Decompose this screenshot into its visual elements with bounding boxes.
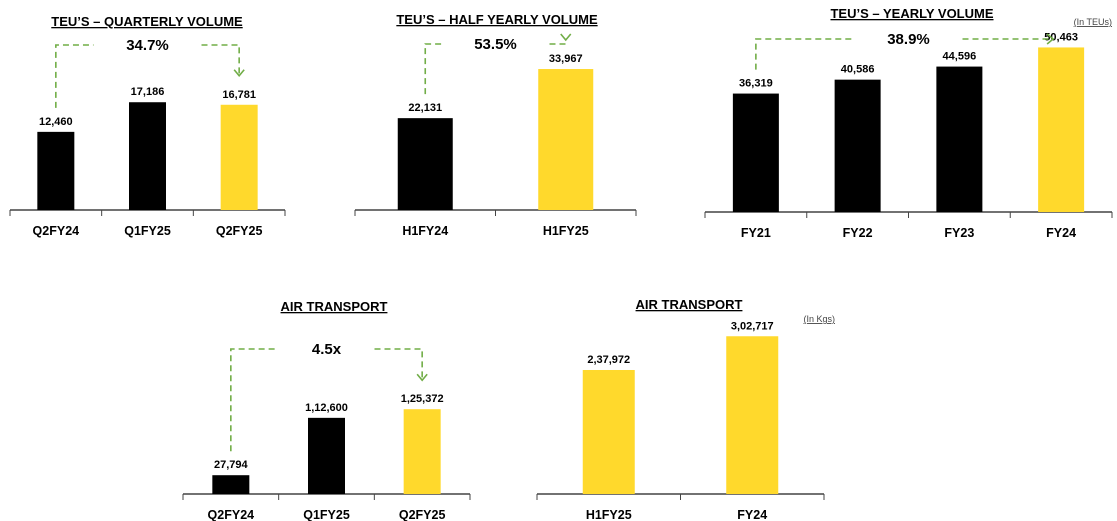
data-label: 44,596 (943, 51, 977, 63)
category-label: FY24 (1046, 226, 1076, 240)
data-label: 12,460 (39, 116, 73, 128)
category-label: H1FY25 (543, 224, 589, 238)
growth-arrow-left (424, 43, 442, 95)
arrowhead (233, 69, 245, 78)
chart-air-transport-annual: AIR TRANSPORT (In Kgs) 2,37,972 H1FY25 3,0… (536, 297, 835, 521)
bar-fy24 (1038, 47, 1085, 212)
data-label: 3,02,717 (731, 320, 774, 332)
bar-q2fy24 (37, 131, 75, 210)
growth-label: 38.9% (887, 31, 930, 48)
unit-note: (In Kgs) (803, 314, 835, 324)
arrowhead (416, 373, 428, 382)
category-label: H1FY24 (402, 224, 448, 238)
growth-arrow-left (755, 38, 855, 70)
growth-arrow-right (549, 39, 567, 45)
bar-h1fy24 (397, 118, 453, 210)
chart-teu-quarterly: TEU’S – QUARTERLY VOLUME 12,460 Q2FY24 17,… (9, 14, 286, 238)
growth-arrow: 53.5% (424, 33, 572, 95)
category-label: FY23 (944, 226, 974, 240)
bar-fy23 (936, 66, 983, 212)
bar-q1fy25 (308, 417, 345, 494)
bar-fy24 (726, 336, 779, 494)
chart-title: TEU’S – YEARLY VOLUME (830, 6, 993, 21)
category-label: Q1FY25 (124, 224, 171, 238)
chart-title: AIR TRANSPORT (281, 299, 388, 314)
growth-arrow-right (374, 348, 423, 380)
category-label: Q1FY25 (303, 508, 350, 521)
data-label: 1,25,372 (401, 393, 444, 405)
data-label: 2,37,972 (587, 354, 630, 366)
data-label: 22,131 (408, 102, 442, 114)
growth-arrow-right (201, 44, 240, 75)
growth-arrow: 38.9% (755, 31, 1055, 70)
data-label: 1,12,600 (305, 402, 348, 414)
category-label: Q2FY24 (33, 224, 80, 238)
bar-q1fy25 (129, 102, 166, 210)
chart-title: TEU’S – QUARTERLY VOLUME (51, 14, 243, 29)
category-label: Q2FY25 (216, 224, 263, 238)
data-label: 40,586 (841, 64, 875, 76)
unit-note: (In TEUs) (1074, 17, 1112, 27)
growth-arrow-left (230, 348, 279, 452)
bar-h1fy25 (538, 69, 594, 210)
bar-fy21 (732, 93, 779, 212)
growth-arrow-left (55, 44, 94, 108)
chart-title: TEU’S – HALF YEARLY VOLUME (396, 12, 598, 27)
data-label: 16,781 (222, 89, 256, 101)
category-label: Q2FY25 (399, 508, 446, 521)
bar-h1fy25 (582, 369, 635, 494)
category-label: H1FY25 (586, 508, 632, 521)
arrowhead (560, 33, 572, 42)
category-label: FY22 (843, 226, 873, 240)
bar-q2fy25 (220, 104, 258, 210)
data-label: 36,319 (739, 78, 773, 90)
chart-teu-half-yearly: TEU’S – HALF YEARLY VOLUME 22,131 H1FY24 3… (354, 12, 637, 238)
growth-arrow: 34.7% (55, 37, 245, 108)
bar-fy22 (834, 79, 881, 212)
category-label: Q2FY24 (208, 508, 255, 521)
arrowhead (1046, 33, 1055, 45)
data-label: 33,967 (549, 53, 583, 65)
growth-arrow: 4.5x (230, 341, 428, 452)
data-label: 17,186 (131, 86, 165, 98)
bar-q2fy24 (212, 475, 250, 494)
chart-title: AIR TRANSPORT (636, 297, 743, 312)
chart-teu-yearly: TEU’S – YEARLY VOLUME (In TEUs) 36,319 FY… (704, 6, 1113, 240)
data-label: 50,463 (1044, 31, 1078, 43)
growth-label: 34.7% (126, 37, 169, 54)
chart-air-transport-quarterly: AIR TRANSPORT 27,794 Q2FY24 1,12,600 Q1FY25… (182, 299, 471, 521)
category-label: FY21 (741, 226, 771, 240)
category-label: FY24 (737, 508, 767, 521)
growth-label: 4.5x (312, 341, 342, 358)
data-label: 27,794 (214, 459, 249, 471)
growth-label: 53.5% (474, 36, 517, 53)
bar-q2fy25 (403, 409, 441, 494)
